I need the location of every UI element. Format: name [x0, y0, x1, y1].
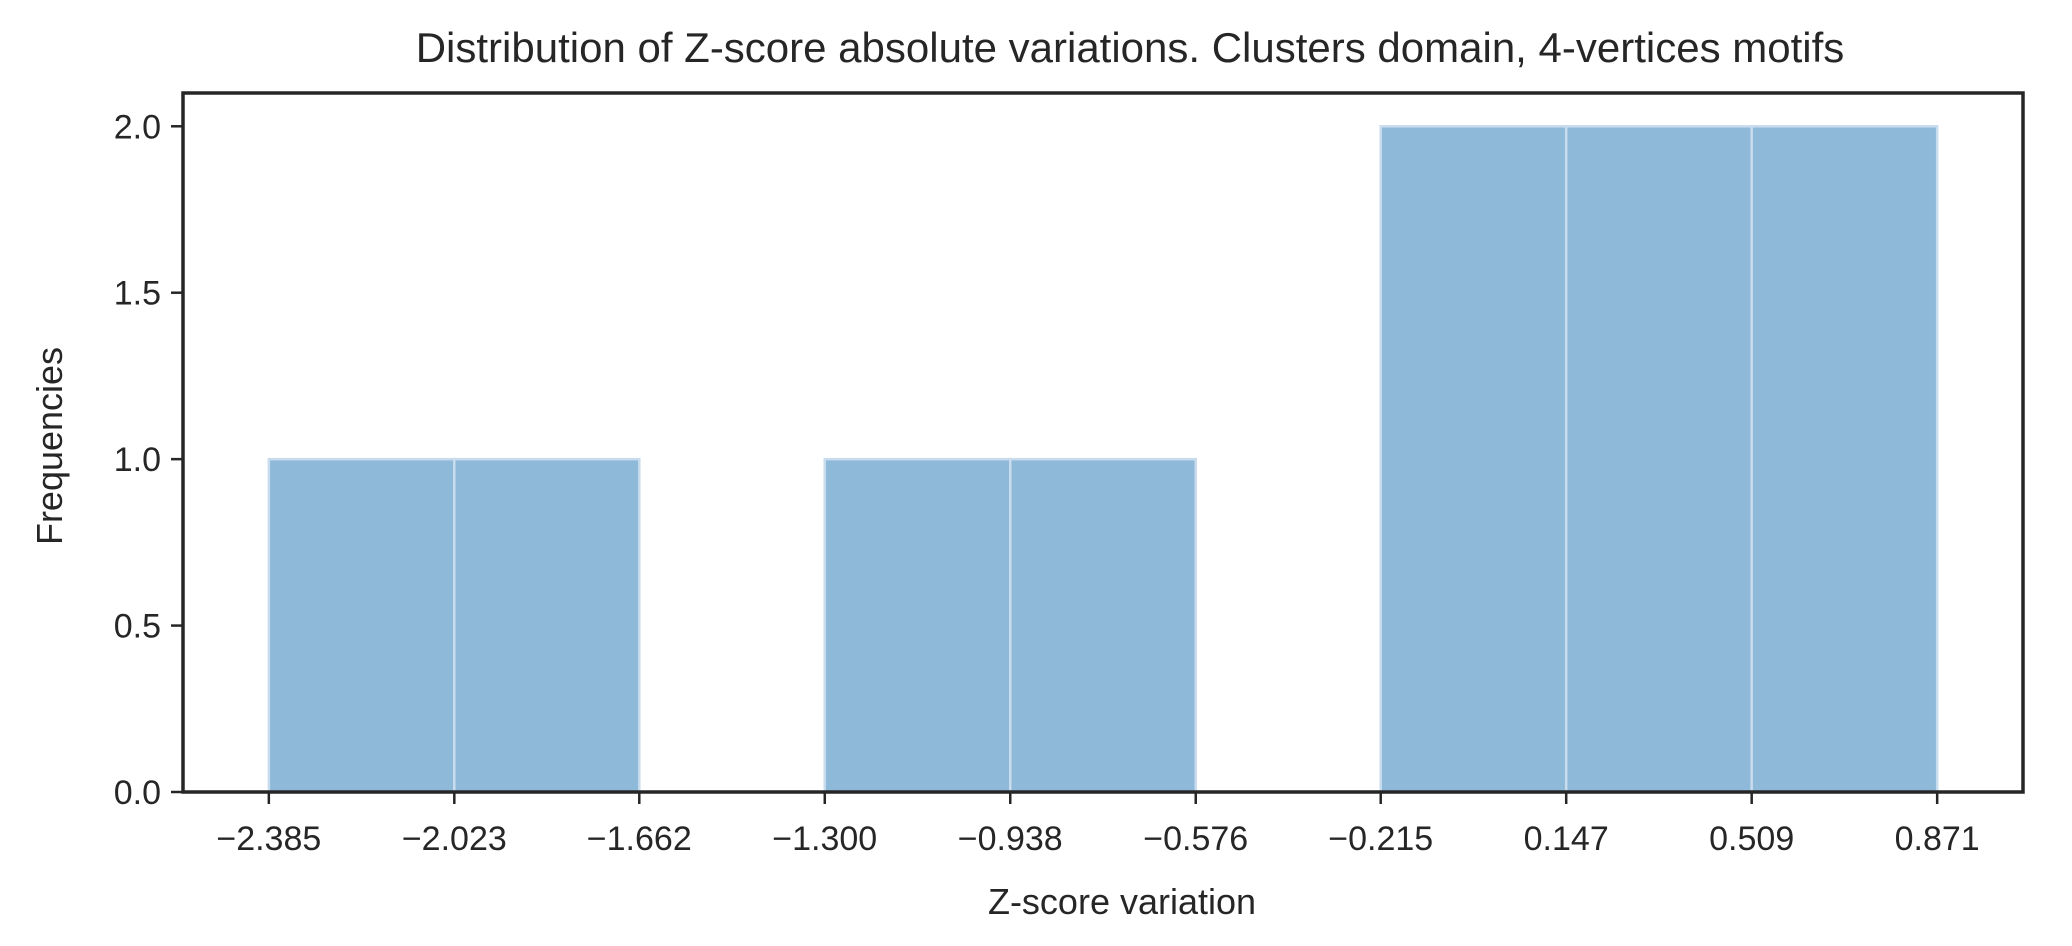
histogram-bar [823, 457, 1012, 794]
histogram-bar [453, 457, 641, 794]
x-tick-label: 0.509 [1709, 820, 1794, 858]
y-tick-label: 2.0 [114, 108, 161, 146]
x-tick-label: 0.147 [1524, 820, 1609, 858]
x-tick-label: −1.300 [772, 820, 877, 858]
histogram-bar [1379, 125, 1568, 794]
x-tick-label: −0.215 [1328, 820, 1433, 858]
y-axis: 0.0 0.5 1.0 1.5 2.0 [114, 108, 183, 812]
x-tick-label: −1.662 [587, 820, 692, 858]
x-tick-label: −2.023 [402, 820, 507, 858]
y-tick-label: 0.5 [114, 608, 161, 646]
bars-group [267, 125, 1939, 794]
x-axis: −2.385 −2.023 −1.662 −1.300 −0.938 −0.576 −0.2… [216, 792, 1980, 858]
plot-frame [181, 91, 2025, 794]
x-tick-label: −0.938 [958, 820, 1063, 858]
y-tick-label: 0.0 [114, 774, 161, 812]
y-tick-label: 1.5 [114, 275, 161, 313]
x-tick-label: 0.871 [1895, 820, 1980, 858]
y-tick-label: 1.0 [114, 441, 161, 479]
histogram-bar [1750, 125, 1939, 794]
histogram-bar [1564, 125, 1753, 794]
x-axis-label: Z-score variation [988, 881, 1256, 922]
y-axis-label: Frequencies [29, 347, 70, 545]
histogram-bar [1009, 457, 1197, 794]
x-tick-label: −0.576 [1143, 820, 1248, 858]
x-tick-label: −2.385 [216, 820, 321, 858]
histogram-bar [267, 457, 456, 794]
chart-title: Distribution of Z-score absolute variati… [416, 24, 1845, 71]
